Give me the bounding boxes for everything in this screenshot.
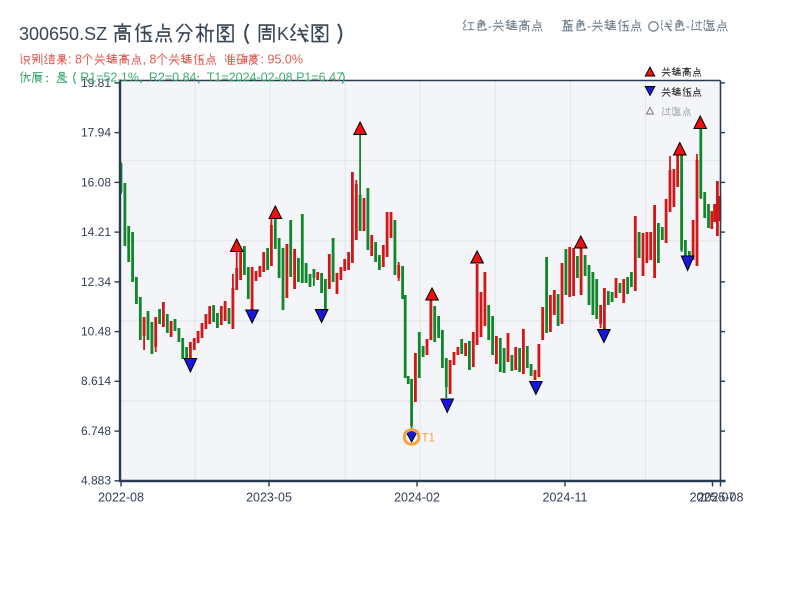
svg-text:16.08: 16.08 [81, 175, 111, 189]
svg-text:R2=0.84: R2=0.84 [149, 71, 197, 85]
svg-text:R1=52.1%: R1=52.1% [80, 71, 139, 85]
svg-text:2022-08: 2022-08 [98, 491, 144, 505]
svg-text:8.614: 8.614 [81, 374, 111, 388]
svg-text:2024-02: 2024-02 [394, 491, 440, 505]
svg-text:T1=2024-02-08 P1=6.47: T1=2024-02-08 P1=6.47 [207, 71, 343, 85]
svg-text:19.81: 19.81 [81, 76, 111, 90]
svg-text:2024-11: 2024-11 [543, 491, 588, 505]
svg-text:12.34: 12.34 [81, 275, 111, 289]
svg-text:2025-07: 2025-07 [690, 491, 736, 505]
svg-text:: 8: : 8 [68, 53, 82, 67]
svg-text:10.48: 10.48 [81, 325, 111, 339]
svg-text:4.883: 4.883 [81, 474, 111, 488]
svg-text:6.748: 6.748 [81, 424, 111, 438]
svg-text:-: - [488, 19, 492, 33]
svg-text:T1: T1 [422, 433, 435, 445]
svg-text:K: K [277, 24, 289, 44]
svg-text:2025-08: 2025-08 [698, 491, 744, 505]
svg-text:14.21: 14.21 [81, 225, 111, 239]
svg-text:: 95.0%: : 95.0% [261, 53, 303, 67]
svg-text:-: - [686, 19, 690, 33]
svg-text:, 8: , 8 [143, 53, 157, 67]
svg-text:-: - [587, 19, 591, 33]
svg-text:300650.SZ: 300650.SZ [19, 24, 112, 44]
svg-text:2023-05: 2023-05 [246, 491, 292, 505]
svg-text:17.94: 17.94 [81, 126, 111, 140]
